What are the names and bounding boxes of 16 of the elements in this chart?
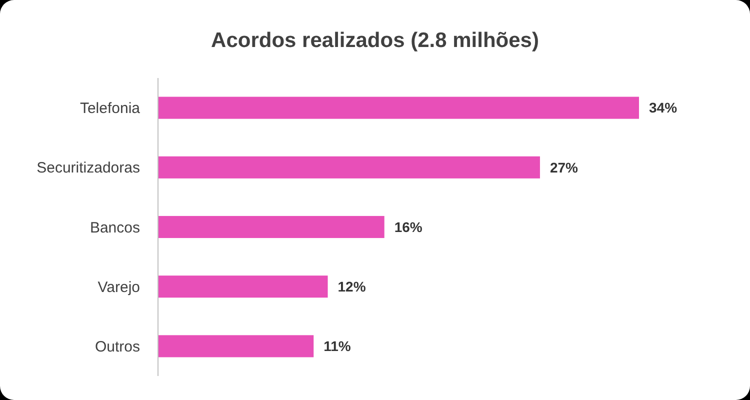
bar bbox=[158, 335, 314, 358]
y-tick-label: Varejo bbox=[98, 278, 140, 296]
y-tick-label: Bancos bbox=[90, 219, 140, 236]
data-label: 11% bbox=[324, 338, 352, 354]
data-label: 16% bbox=[394, 218, 423, 235]
y-tick-label: Telefonia bbox=[80, 100, 141, 118]
bar bbox=[158, 96, 639, 119]
data-label: 34% bbox=[649, 100, 678, 116]
data-label: 27% bbox=[550, 159, 579, 176]
bar bbox=[158, 276, 328, 298]
y-tick-label: Outros bbox=[94, 338, 140, 356]
chart-title: Acordos realizados (2.8 milhões) bbox=[211, 29, 539, 52]
data-label: 12% bbox=[338, 278, 366, 294]
bar bbox=[158, 216, 384, 238]
bar bbox=[158, 156, 540, 178]
y-tick-label: Securitizadoras bbox=[36, 160, 140, 177]
